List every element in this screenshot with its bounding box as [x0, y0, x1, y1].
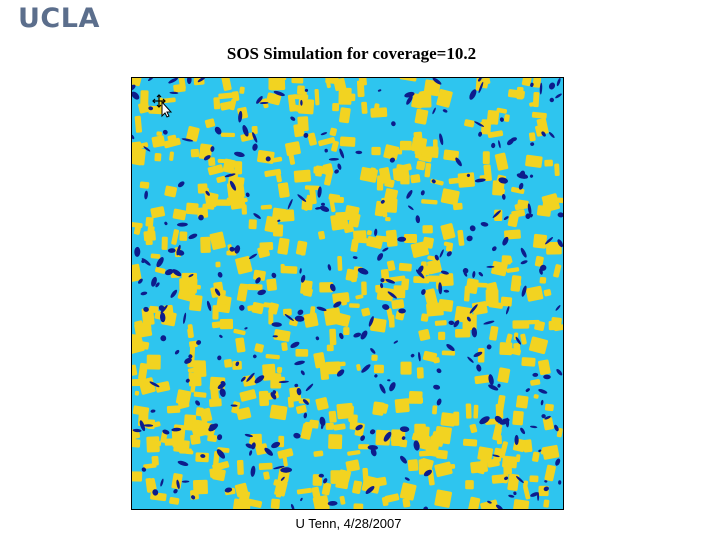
attribution-caption: U Tenn, 4/28/2007 [295, 516, 402, 531]
simulation-image [131, 77, 564, 510]
move-cursor-icon [152, 94, 173, 118]
ucla-logo: UCLA [18, 3, 100, 34]
surface-texture [132, 78, 563, 509]
simulation-title: SOS Simulation for coverage=10.2 [226, 44, 477, 63]
